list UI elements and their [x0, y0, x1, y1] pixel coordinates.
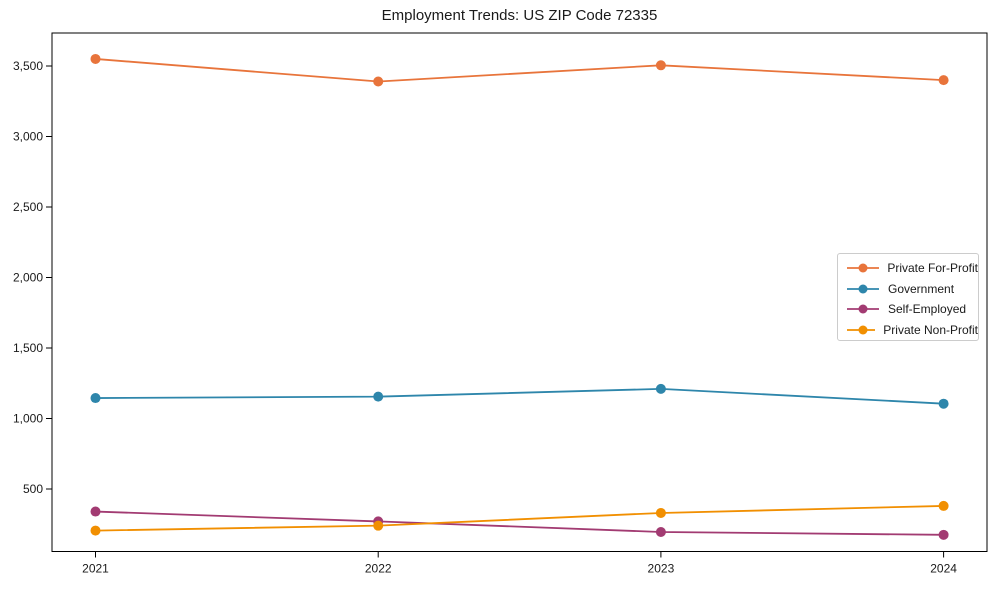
legend-label-private-for-profit: Private For-Profit [887, 261, 978, 276]
legend-label-private-non-profit: Private Non-Profit [883, 322, 978, 337]
legend-label-self-employed: Self-Employed [888, 302, 967, 317]
data-point-private-non-profit-2024 [938, 500, 949, 511]
x-tick-label: 2024 [930, 562, 957, 576]
x-tick-label: 2023 [648, 562, 675, 576]
legend-swatch-private-non-profit [847, 325, 876, 335]
series-line-private-non-profit [95, 505, 944, 532]
data-point-private-for-profit-2021 [90, 53, 101, 64]
y-tick-label: 1,500 [13, 341, 43, 355]
data-point-private-non-profit-2023 [655, 507, 666, 518]
series-line-private-for-profit [95, 58, 944, 83]
plot-frame [51, 32, 988, 552]
x-tick-label: 2021 [82, 562, 109, 576]
data-point-private-for-profit-2024 [938, 75, 949, 86]
data-point-government-2024 [938, 398, 949, 409]
data-point-self-employed-2023 [655, 527, 666, 538]
chart-title: Employment Trends: US ZIP Code 72335 [381, 7, 658, 24]
legend: Private For-Profit Government Self-Employe… [837, 253, 979, 341]
legend-item-private-for-profit: Private For-Profit [846, 258, 978, 279]
y-tick-label: 3,000 [13, 130, 43, 144]
data-point-private-non-profit-2022 [373, 520, 384, 531]
series-line-government [95, 387, 944, 405]
y-tick-label: 500 [23, 482, 43, 496]
legend-item-government: Government [846, 279, 978, 300]
data-point-self-employed-2021 [90, 506, 101, 517]
data-point-private-for-profit-2023 [655, 60, 666, 71]
data-point-government-2022 [373, 391, 384, 402]
data-point-private-for-profit-2022 [373, 76, 384, 87]
legend-swatch-private-for-profit [847, 263, 879, 273]
legend-label-government: Government [888, 281, 955, 296]
data-point-self-employed-2024 [938, 529, 949, 540]
series-line-self-employed [95, 510, 944, 536]
y-tick-label: 3,500 [13, 59, 43, 73]
y-tick-label: 1,000 [13, 412, 43, 426]
y-tick-label: 2,000 [13, 271, 43, 285]
y-tick-label: 2,500 [13, 200, 43, 214]
data-point-private-non-profit-2021 [90, 525, 101, 536]
legend-swatch-government [847, 284, 879, 294]
data-point-government-2023 [655, 383, 666, 394]
legend-swatch-self-employed [847, 304, 879, 314]
data-point-government-2021 [90, 393, 101, 404]
legend-item-self-employed: Self-Employed [846, 299, 978, 320]
x-tick-label: 2022 [365, 562, 392, 576]
legend-item-private-non-profit: Private Non-Profit [846, 320, 978, 341]
